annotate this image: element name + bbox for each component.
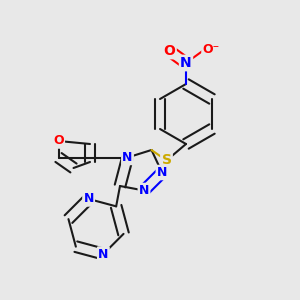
- Text: N: N: [180, 56, 192, 70]
- Text: N: N: [98, 248, 109, 260]
- Text: O: O: [164, 44, 175, 58]
- Text: N: N: [122, 151, 133, 164]
- Text: O⁻: O⁻: [202, 43, 220, 56]
- Text: O: O: [53, 134, 64, 148]
- Text: S: S: [161, 154, 172, 167]
- Text: N: N: [157, 166, 167, 179]
- Text: N: N: [139, 184, 149, 197]
- Text: N: N: [83, 193, 94, 206]
